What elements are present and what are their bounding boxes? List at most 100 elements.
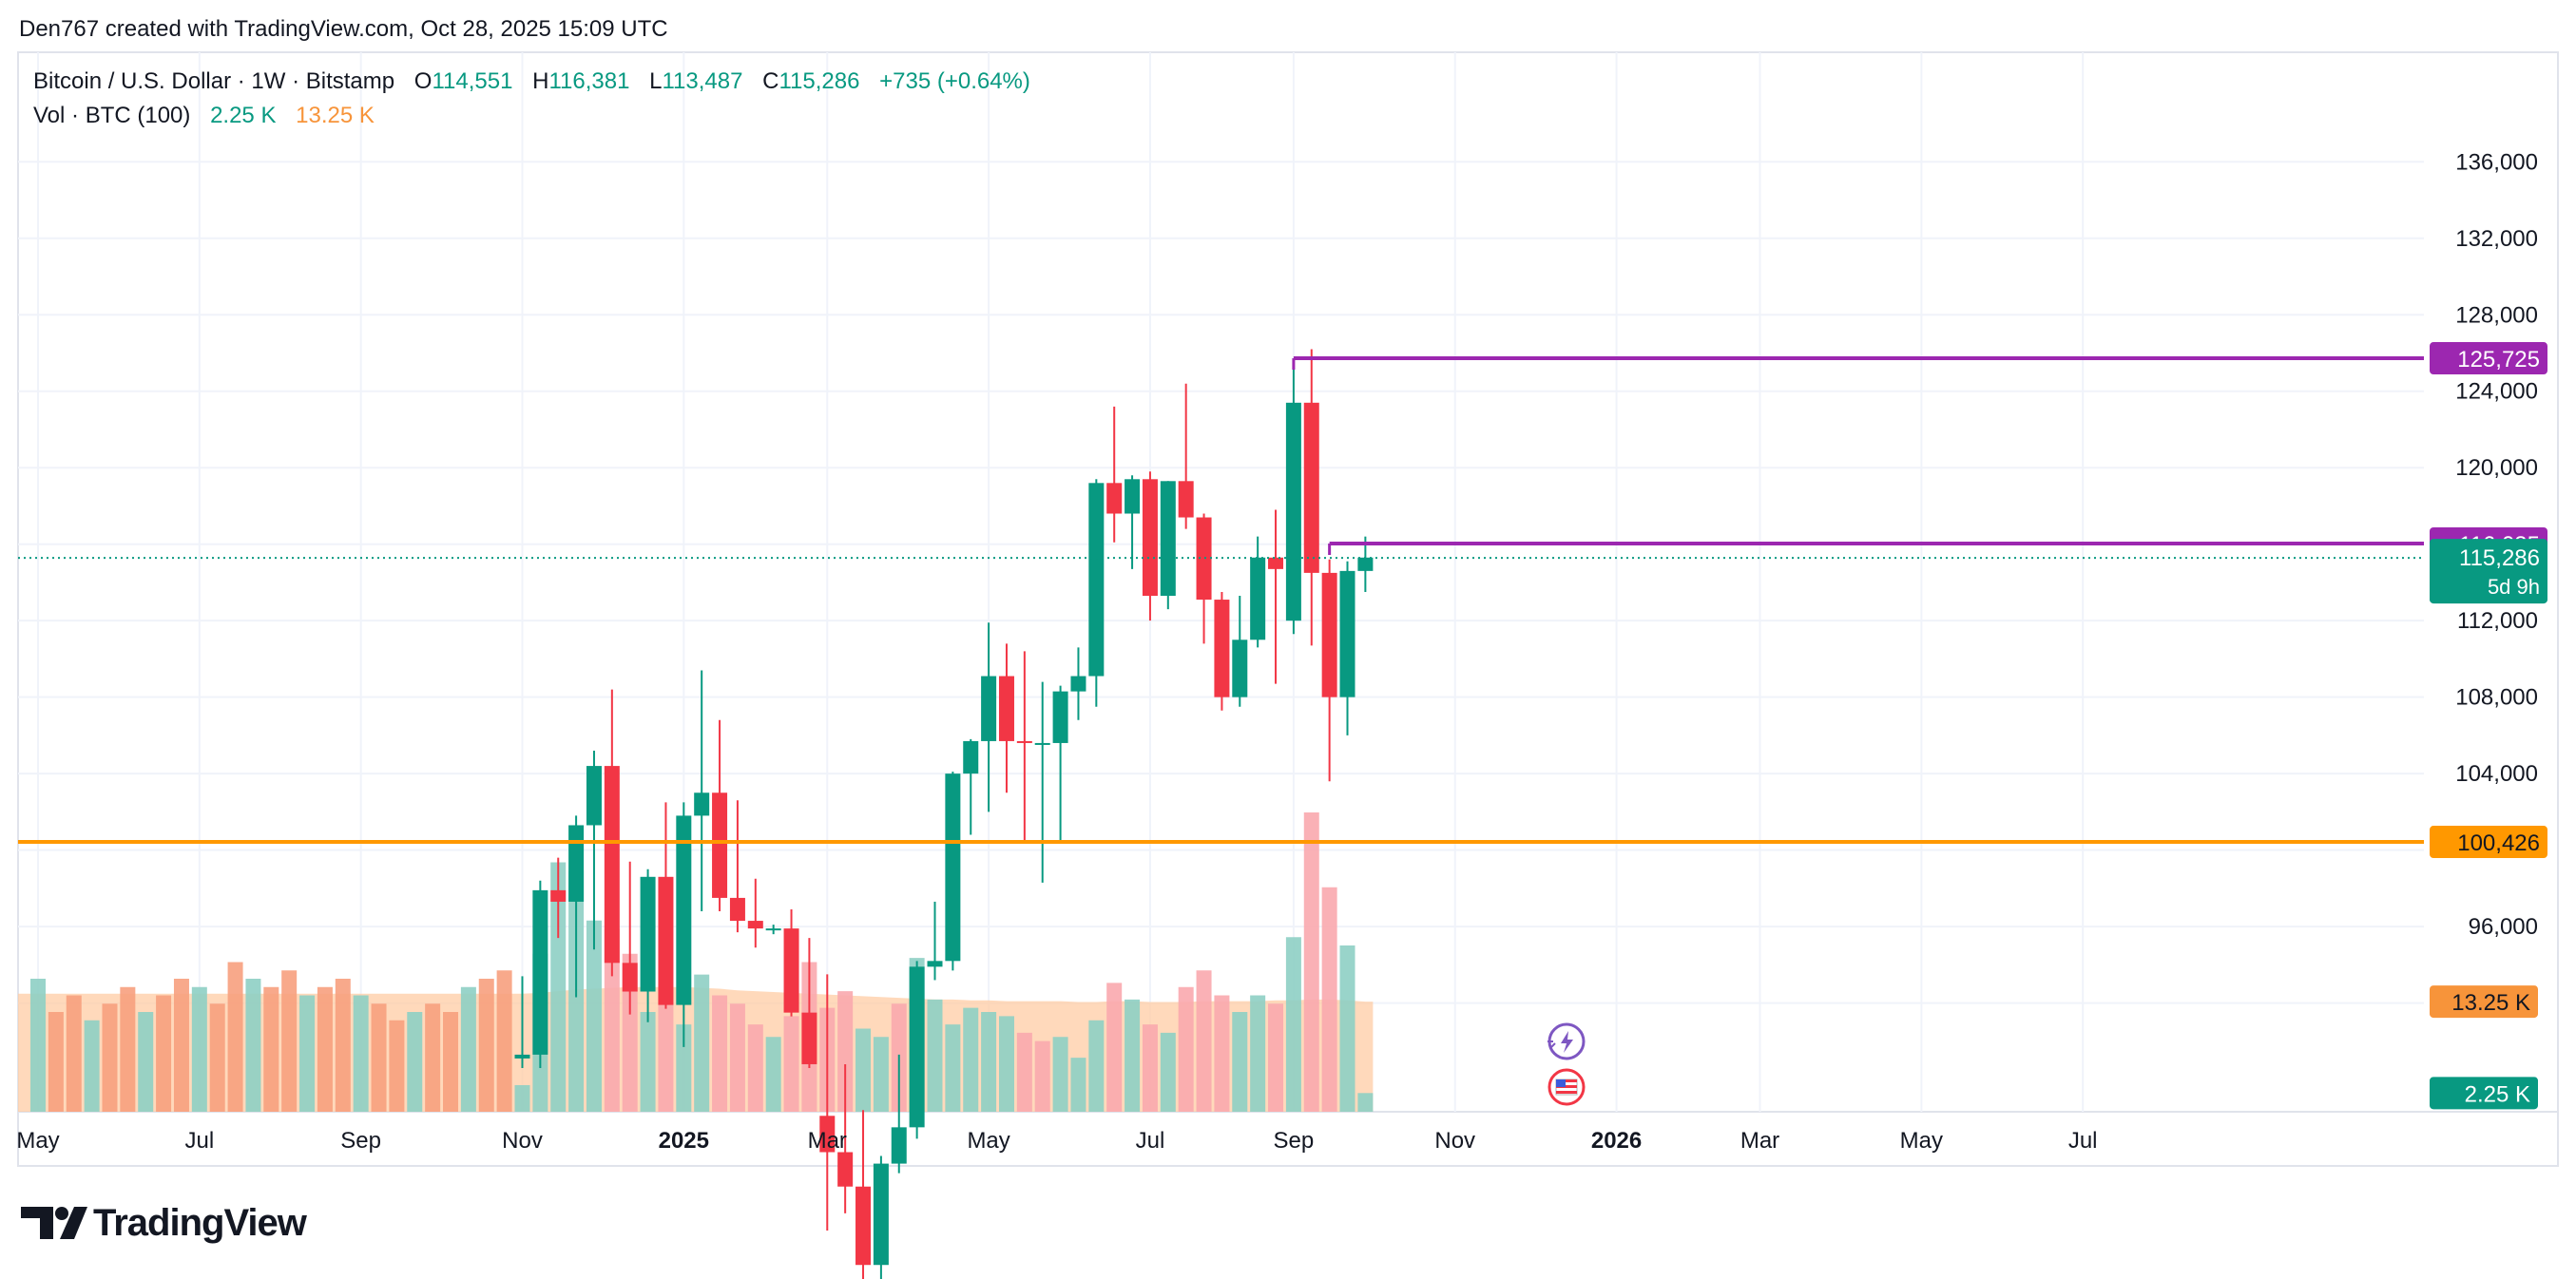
candle-body [747, 921, 763, 929]
candle-body [550, 889, 567, 902]
bar-countdown-label: 5d 9h [2488, 575, 2540, 599]
volume-bar [1232, 1012, 1248, 1112]
candle-body [909, 966, 925, 1128]
volume-bar [658, 986, 674, 1112]
volume-bar [981, 1012, 997, 1112]
candle-body [963, 740, 979, 774]
candle [1052, 685, 1068, 843]
candle [837, 1063, 854, 1213]
volume-bar [783, 1016, 799, 1112]
candle [783, 908, 799, 1017]
volume-bar [1052, 1037, 1068, 1112]
volume-bar [945, 1024, 961, 1112]
y-tick-label: 128,000 [2455, 302, 2538, 328]
close-value: 115,286 [779, 68, 859, 94]
volume-bar [1321, 887, 1337, 1112]
x-tick-label: Nov [502, 1128, 543, 1154]
candle-body [532, 889, 548, 1055]
legend-line-1: Bitcoin / U.S. Dollar · 1W · Bitstamp O1… [33, 68, 1030, 94]
y-tick-label: 112,000 [2457, 608, 2538, 634]
news-flash-icon[interactable] [1548, 1022, 1586, 1060]
candle [568, 815, 585, 998]
volume-bar [407, 1012, 423, 1112]
candle [1285, 358, 1301, 635]
x-tick-label: 2025 [659, 1128, 709, 1154]
candle [1106, 406, 1123, 543]
candle-body [640, 876, 656, 992]
volume-bar [138, 1012, 154, 1112]
candle-body [1268, 557, 1284, 569]
candle-body [927, 961, 943, 967]
volume-bar [586, 920, 602, 1112]
volume-bar [1125, 999, 1141, 1112]
candle [1034, 681, 1050, 883]
volume-bar [1160, 1032, 1176, 1112]
volume-bar [837, 991, 854, 1112]
candle [963, 738, 979, 835]
volume-bar [855, 1028, 872, 1112]
candle [998, 643, 1014, 793]
candle-body [819, 1116, 836, 1153]
candle-body [712, 792, 728, 898]
volume-bar [281, 970, 298, 1112]
volume-bar [1303, 812, 1319, 1112]
volume-bar [1178, 986, 1194, 1112]
grid [18, 52, 2424, 1112]
x-tick-label: May [967, 1128, 1009, 1154]
tradingview-logo[interactable]: TradingView [21, 1202, 309, 1244]
volume-bar [1268, 1003, 1284, 1112]
horizontal-lines[interactable] [18, 356, 2424, 845]
x-tick-label: May [1900, 1128, 1943, 1154]
candle [1250, 536, 1266, 648]
x-tick-label: Mar [808, 1128, 847, 1154]
candle [1232, 596, 1248, 707]
volume-bar [263, 986, 279, 1112]
low-value: 113,487 [662, 68, 742, 94]
volume-indicator-title[interactable]: Vol · BTC (100) [33, 103, 190, 128]
candle [1321, 559, 1337, 782]
candle-body [1125, 479, 1141, 514]
candle-body [676, 815, 692, 1005]
volume-bar [102, 1003, 118, 1112]
candle-body [1285, 402, 1301, 621]
volume-bar [1339, 945, 1355, 1112]
volume-bar [694, 974, 710, 1112]
volume-bar [1106, 983, 1123, 1112]
candle [1214, 592, 1230, 711]
time-axis[interactable]: May Jul Sep Nov 2025 Mar May Jul Sep Nov 2026 Mar Ma… [16, 1128, 2097, 1154]
candle [765, 925, 781, 935]
volume-bar [927, 999, 943, 1112]
volume-bar [371, 1003, 387, 1112]
us-economic-event-icon[interactable] [1548, 1068, 1586, 1106]
candle [819, 974, 836, 1231]
y-tick-label: 104,000 [2455, 761, 2538, 787]
volume-bar [389, 1020, 405, 1112]
candle-body [1142, 479, 1158, 597]
candle [873, 1155, 889, 1279]
candle [1016, 651, 1032, 843]
candle-body [1303, 402, 1319, 573]
symbol-title[interactable]: Bitcoin / U.S. Dollar · 1W · Bitstamp [33, 68, 394, 94]
candle-body [622, 963, 638, 992]
candle-body [1321, 572, 1337, 697]
candle-body [604, 766, 620, 964]
volume-bar [550, 862, 567, 1112]
chart-frame [17, 51, 2559, 1167]
volume-bar [227, 962, 243, 1112]
x-tick-label: May [16, 1128, 59, 1154]
volume-bar [1088, 1020, 1105, 1112]
y-tick-label: 120,000 [2455, 455, 2538, 481]
candle [712, 719, 728, 912]
volume-bar [622, 953, 638, 1112]
volume-bar [1142, 1024, 1158, 1112]
volume-bar [299, 995, 316, 1112]
change-value: +735 (+0.64%) [879, 68, 1030, 94]
candle [586, 750, 602, 950]
candle-body [694, 792, 710, 816]
candle-body [1052, 691, 1068, 743]
x-tick-label: Nov [1434, 1128, 1475, 1154]
candle-body [998, 676, 1014, 741]
volume-bar [1214, 995, 1230, 1112]
